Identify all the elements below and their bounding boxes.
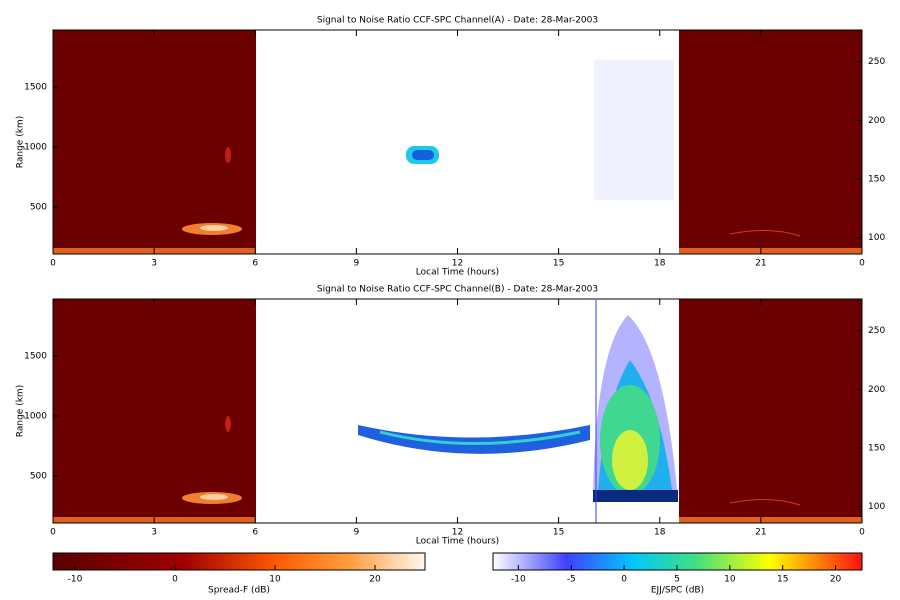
x-tick-label: 18 [654,528,666,538]
x-tick-label: 3 [151,259,157,269]
ejj-echo [379,430,581,445]
y2-tick-label: 100 [868,233,885,243]
y-tick-label: 500 [30,471,47,481]
colorbar-tick-label: -5 [567,575,576,585]
x-tick-label: 3 [151,528,157,538]
y-axis-label: Range (km) [16,385,26,437]
night-region [53,30,256,254]
x-axis-label: Local Time (hours) [416,268,499,278]
colorbar-label: EJJ/SPC (dB) [651,586,704,596]
y-tick-label: 1000 [24,142,47,152]
x-tick-label: 12 [452,259,463,269]
colorbar-tick-label: 5 [674,575,680,585]
colorbar [52,552,426,571]
y-tick-label: 500 [30,202,47,212]
y2-tick-label: 100 [868,502,885,512]
colorbar-tick-label: 15 [777,575,788,585]
y2-tick-label: 250 [868,57,885,67]
x-tick-label: 15 [553,259,564,269]
x-tick-label: 0 [50,259,56,269]
colorbar-label: Spread-F (dB) [208,586,270,596]
ejj-echo [593,490,678,502]
y-axis-label: Range (km) [16,116,26,168]
ejj-echo [412,150,434,160]
x-tick-label: 12 [452,528,463,538]
y2-tick-label: 200 [868,116,885,126]
x-tick-label: 21 [755,528,766,538]
y2-tick-label: 150 [868,443,885,453]
panel-title: Signal to Noise Ratio CCF-SPC Channel(A)… [317,16,598,26]
x-tick-label: 6 [252,259,258,269]
x-tick-label: 9 [354,528,360,538]
colorbar [492,552,863,571]
colorbar-tick-label: 20 [830,575,842,585]
x-tick-label: 0 [859,528,865,538]
colorbar-tick-label: 10 [269,575,281,585]
x-tick-label: 18 [654,259,666,269]
colorbar-tick-label: 0 [172,575,178,585]
weak-echo [594,60,674,200]
y-tick-label: 1500 [24,82,47,92]
y-tick-label: 1500 [24,351,47,361]
x-tick-label: 0 [50,528,56,538]
y-tick-label: 1000 [24,411,47,421]
echo-band [679,248,862,254]
night-background [52,298,863,524]
x-tick-label: 0 [859,259,865,269]
colorbar-tick-label: -10 [68,575,83,585]
spread-f-echo [225,147,231,163]
y2-tick-label: 250 [868,326,885,336]
colorbar-tick-label: 0 [621,575,627,585]
x-tick-label: 9 [354,259,360,269]
colorbar-tick-label: 10 [724,575,736,585]
ejj-echo [358,425,590,454]
x-axis-label: Local Time (hours) [416,537,499,547]
x-tick-label: 15 [553,528,564,538]
colorbar-tick-label: -10 [511,575,526,585]
ejj-plume [612,430,648,490]
y2-tick-label: 150 [868,174,885,184]
x-tick-label: 21 [755,259,766,269]
panel-title: Signal to Noise Ratio CCF-SPC Channel(B)… [317,285,598,295]
night-background [53,30,862,254]
ejj-echoes [358,60,678,523]
spread-f-echo [200,225,228,231]
night-region [679,30,862,254]
colorbar-tick-label: 20 [369,575,381,585]
x-tick-label: 6 [252,528,258,538]
spread-f-echo [729,229,801,237]
y2-tick-label: 200 [868,385,885,395]
